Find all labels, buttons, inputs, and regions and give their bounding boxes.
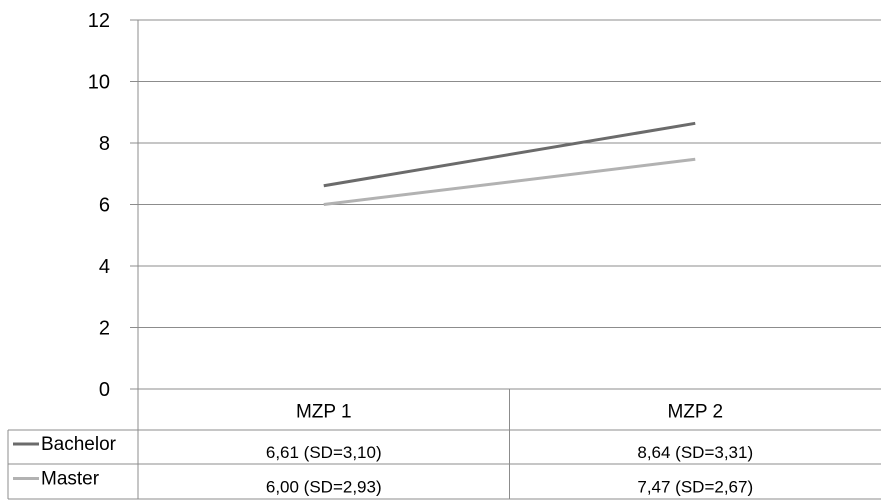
series-lines [323,121,696,206]
series-line-bachelor [323,121,696,188]
table-cell: 8,64 (SD=3,31) [637,443,753,462]
table-cell: 6,00 (SD=2,93) [266,478,382,497]
data-table: MZP 1 MZP 2 Bachelor 6,61 (SD=3,10) 8,64 (SD… [7,402,881,500]
legend-label-bachelor: Bachelor [41,434,117,455]
table-cell: 6,61 (SD=3,10) [266,443,382,462]
y-tick-label: 2 [99,318,110,340]
x-category-label: MZP 1 [296,402,352,423]
table-cell: 7,47 (SD=2,67) [637,478,753,497]
y-tick-label: 8 [99,133,110,155]
axes [137,20,510,499]
x-category-label: MZP 2 [667,402,723,423]
gridlines [130,19,881,390]
series-line-master [323,157,696,206]
y-tick-label: 6 [99,195,110,217]
y-tick-label: 0 [99,379,110,401]
y-tick-label: 4 [99,256,110,278]
y-axis-tick-labels: 0 2 4 6 8 10 12 [88,10,110,401]
y-tick-label: 12 [88,10,110,32]
y-tick-label: 10 [88,72,110,94]
legend-label-master: Master [41,469,100,490]
